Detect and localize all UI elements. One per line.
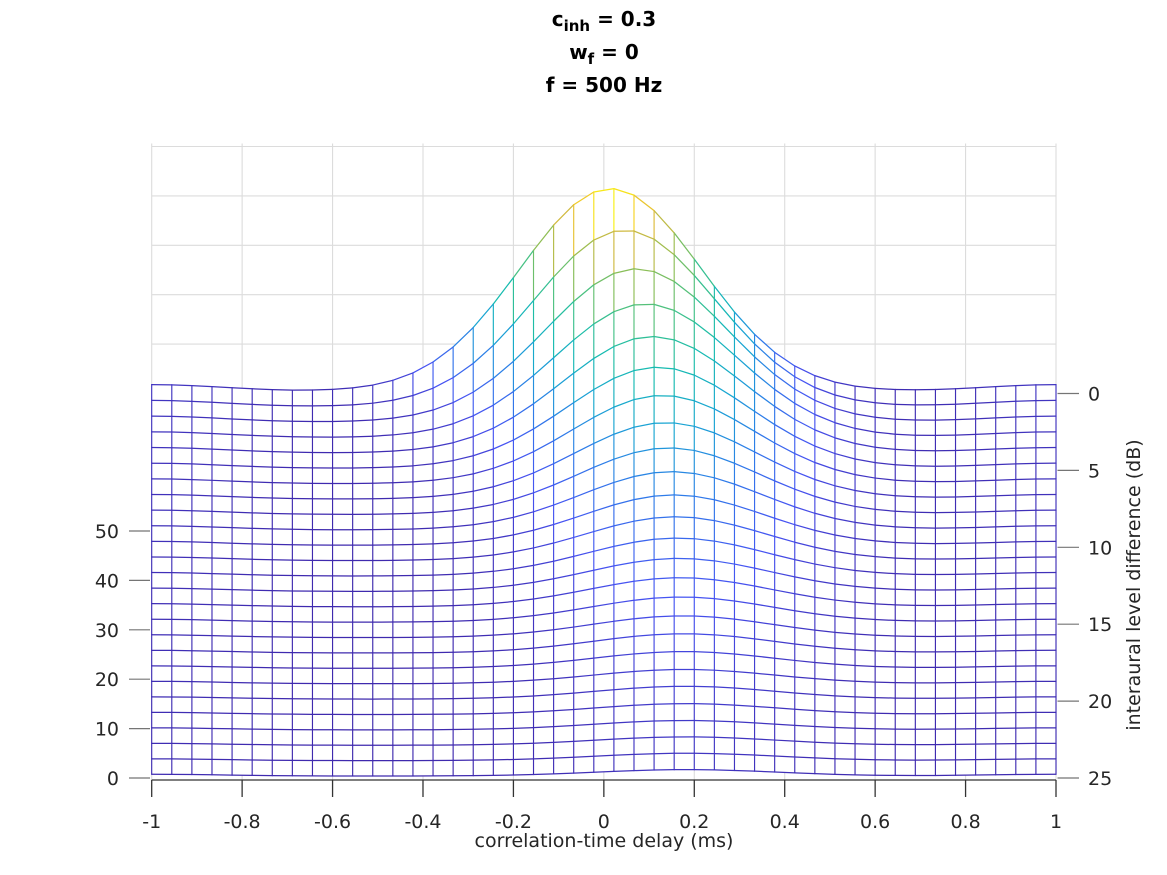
- left-tick-label: 10: [95, 719, 119, 741]
- left-tick-label: 20: [95, 669, 119, 691]
- title-wf-value: = 0: [594, 40, 639, 64]
- x-tick-label: 0.4: [770, 811, 800, 833]
- x-tick-label: 1: [1050, 811, 1062, 833]
- title-line-f: f = 500 Hz: [152, 69, 1056, 102]
- x-tick-label: -1: [142, 811, 161, 833]
- left-tick-label: 0: [107, 768, 119, 790]
- x-tick-label: 0.8: [950, 811, 980, 833]
- left-tick-label: 30: [95, 620, 119, 642]
- title-line-wf: wf = 0: [152, 36, 1056, 69]
- title-cinh-symbol: c: [551, 7, 564, 31]
- right-tick-label: 5: [1088, 460, 1100, 482]
- x-tick-label: -0.4: [404, 811, 441, 833]
- right-axis-label: interaural level difference (dB): [1123, 439, 1145, 731]
- mesh-surface: [151, 187, 1057, 777]
- left-tick-label: 50: [95, 521, 119, 543]
- title-wf-symbol: w: [569, 40, 588, 64]
- title-cinh-value: = 0.3: [590, 7, 657, 31]
- x-tick-label: -0.6: [314, 811, 351, 833]
- right-tick-label: 10: [1088, 537, 1112, 559]
- title-f-symbol: f: [545, 73, 555, 97]
- x-tick-label: 0: [598, 811, 610, 833]
- x-tick-label: 0.2: [679, 811, 709, 833]
- right-tick-label: 15: [1088, 614, 1112, 636]
- right-tick-label: 0: [1088, 384, 1100, 406]
- right-tick-label: 20: [1088, 691, 1112, 713]
- x-tick-label: 0.6: [860, 811, 890, 833]
- plot-title: cinh = 0.3 wf = 0 f = 500 Hz: [152, 3, 1056, 102]
- x-axis-label: correlation-time delay (ms): [474, 830, 734, 852]
- title-cinh-subscript: inh: [563, 17, 591, 35]
- title-wf-subscript: f: [587, 50, 595, 68]
- left-tick-label: 40: [95, 570, 119, 592]
- axes: -1 -0.8 -0.6 -0.4 -0.2 0 0.2 0.4 0.6 0.8 101020304…: [95, 384, 1112, 834]
- x-tick-label: -0.2: [495, 811, 532, 833]
- x-tick-label: -0.8: [224, 811, 261, 833]
- title-line-cinh: cinh = 0.3: [152, 3, 1056, 36]
- title-f-value: = 500 Hz: [554, 73, 663, 97]
- right-tick-label: 25: [1088, 768, 1112, 790]
